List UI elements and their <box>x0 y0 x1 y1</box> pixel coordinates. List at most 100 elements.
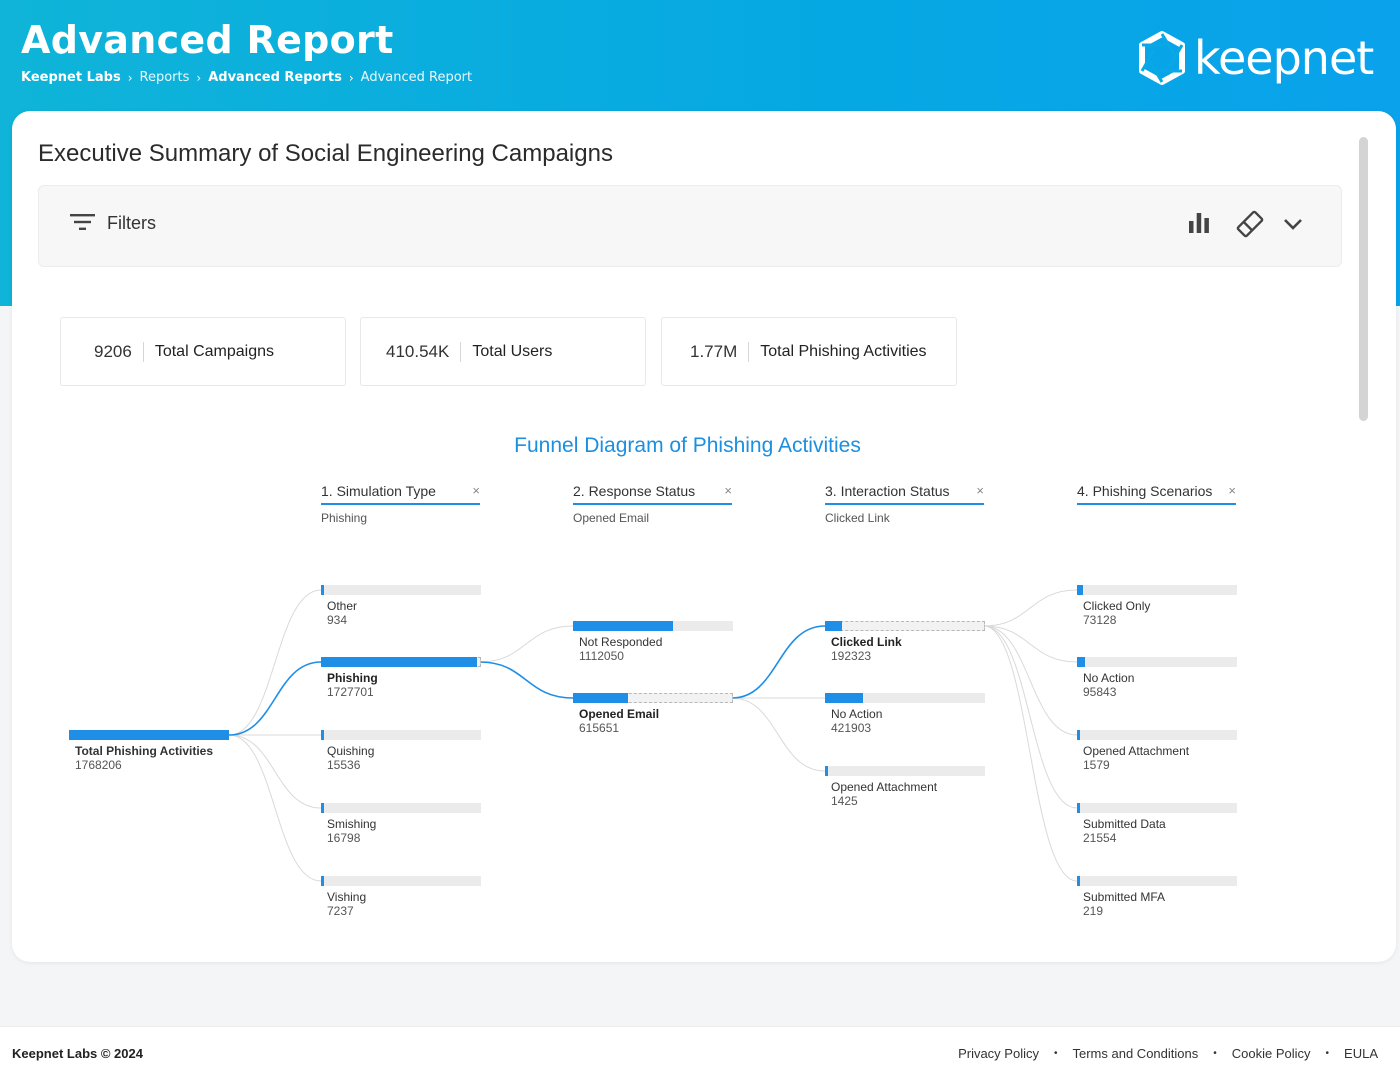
page-header-title: Advanced Report <box>21 18 394 62</box>
kpi-divider <box>748 341 750 362</box>
node-value: 1579 <box>1083 758 1110 772</box>
kpi-divider <box>142 341 144 362</box>
breadcrumb-item-current: Advanced Report <box>360 70 473 85</box>
node-bar-fill <box>321 730 324 740</box>
logo-wordmark: keepnet <box>1194 31 1374 85</box>
node-name: No Action <box>831 707 883 721</box>
filters-panel[interactable] <box>38 185 1342 267</box>
kpi-value: 410.54K <box>386 341 450 361</box>
node-bar-track <box>1077 730 1237 740</box>
vertical-scrollbar[interactable] <box>1359 137 1368 421</box>
footer-link-terms-and-conditions[interactable]: Terms and Conditions <box>1072 1046 1199 1061</box>
node-bar-fill <box>321 803 324 813</box>
node-value: 421903 <box>831 721 872 735</box>
node-name: Smishing <box>327 817 377 831</box>
footer-copyright: Keepnet Labs © 2024 <box>12 1046 143 1061</box>
bar-chart-icon[interactable] <box>1187 208 1211 243</box>
node-value: 21554 <box>1083 831 1117 845</box>
keepnet-logo[interactable]: keepnet <box>1134 26 1374 90</box>
eraser-icon[interactable] <box>1234 208 1266 245</box>
node-bar-fill <box>1077 657 1085 667</box>
column-underline <box>573 503 732 505</box>
filters-label[interactable]: Filters <box>107 213 156 233</box>
footer-separator: • <box>1213 1048 1217 1059</box>
node-value: 934 <box>327 613 348 627</box>
close-icon[interactable]: × <box>976 483 984 498</box>
node-bar-track <box>321 803 481 813</box>
column-title[interactable]: 2. Response Status <box>573 483 696 499</box>
column-title[interactable]: 4. Phishing Scenarios <box>1077 483 1213 499</box>
node-bar-fill <box>1077 803 1080 813</box>
column-title[interactable]: 1. Simulation Type <box>321 483 436 499</box>
node-bar-track <box>825 693 985 703</box>
funnel-column-header: 3. Interaction Status × Clicked Link <box>825 483 984 525</box>
chevron-right-icon: › <box>196 70 202 85</box>
column-underline <box>1077 503 1236 505</box>
node-bar-fill <box>321 876 324 886</box>
close-icon[interactable]: × <box>724 483 732 498</box>
node-bar-fill <box>321 657 477 667</box>
node-bar-fill <box>1077 730 1080 740</box>
node-bar-track <box>321 876 481 886</box>
column-underline <box>825 503 984 505</box>
funnel-column-header: 1. Simulation Type × Phishing <box>321 483 480 525</box>
kpi-divider <box>460 341 462 362</box>
node-value: 219 <box>1083 904 1104 918</box>
chevron-down-icon[interactable] <box>1281 214 1305 239</box>
node-bar-fill <box>825 621 842 631</box>
node-name: Opened Email <box>579 707 660 721</box>
chevron-right-icon: › <box>127 70 133 85</box>
column-title[interactable]: 3. Interaction Status <box>825 483 950 499</box>
kpi-label: Total Users <box>472 342 553 360</box>
kpi-value: 1.77M <box>690 341 738 361</box>
filter-icon[interactable] <box>70 212 96 237</box>
node-bar-fill <box>69 730 229 740</box>
kpi-card-total-phishing-activities: 1.77M Total Phishing Activities <box>661 317 957 386</box>
footer-separator: • <box>1325 1048 1330 1059</box>
node-name: No Action <box>1083 671 1135 685</box>
funnel-title: Funnel Diagram of Phishing Activities <box>514 434 861 457</box>
chevron-right-icon: › <box>348 70 354 85</box>
node-bar-fill <box>573 621 673 631</box>
footer-link-eula[interactable]: EULA <box>1344 1046 1378 1061</box>
node-name: Clicked Link <box>831 635 902 649</box>
node-bar-track <box>825 766 985 776</box>
node-value: 1768206 <box>75 758 122 772</box>
breadcrumb-item-reports[interactable]: Reports <box>139 70 190 85</box>
funnel-column-header: 2. Response Status × Opened Email <box>573 483 732 525</box>
kpi-value: 9206 <box>94 341 132 361</box>
close-icon[interactable]: × <box>1228 483 1236 498</box>
node-name: Opened Attachment <box>1083 744 1190 758</box>
node-bar-fill <box>825 766 828 776</box>
node-bar-track <box>321 585 481 595</box>
footer-link-cookie-policy[interactable]: Cookie Policy <box>1231 1046 1311 1061</box>
column-selected-value: Opened Email <box>573 511 650 525</box>
kpi-card-total-campaigns: 9206 Total Campaigns <box>60 317 346 386</box>
node-name: Opened Attachment <box>831 780 938 794</box>
node-value: 16798 <box>327 831 361 845</box>
node-bar-track <box>825 621 985 631</box>
node-bar-track <box>321 730 481 740</box>
node-value: 95843 <box>1083 685 1117 699</box>
node-bar-fill <box>825 693 863 703</box>
footer-link-privacy-policy[interactable]: Privacy Policy <box>958 1046 1039 1061</box>
node-bar-fill <box>1077 876 1080 886</box>
column-underline <box>321 503 480 505</box>
node-value: 15536 <box>327 758 361 772</box>
breadcrumb-item-advanced-reports[interactable]: Advanced Reports <box>208 70 342 85</box>
breadcrumb-item-keepnet-labs[interactable]: Keepnet Labs <box>21 70 121 85</box>
node-value: 7237 <box>327 904 354 918</box>
node-name: Other <box>327 599 358 613</box>
kpi-label: Total Campaigns <box>154 342 274 360</box>
node-value: 192323 <box>831 649 872 663</box>
node-bar-fill <box>573 693 628 703</box>
kpi-card-total-users: 410.54K Total Users <box>360 317 646 386</box>
node-value: 73128 <box>1083 613 1117 627</box>
node-bar-fill <box>1077 585 1083 595</box>
node-value: 1112050 <box>579 649 624 663</box>
footer-links: Privacy Policy • Terms and Conditions • … <box>958 1046 1378 1061</box>
close-icon[interactable]: × <box>472 483 480 498</box>
kpi-label: Total Phishing Activities <box>760 342 927 360</box>
node-name: Total Phishing Activities <box>75 744 214 758</box>
node-name: Clicked Only <box>1083 599 1151 613</box>
